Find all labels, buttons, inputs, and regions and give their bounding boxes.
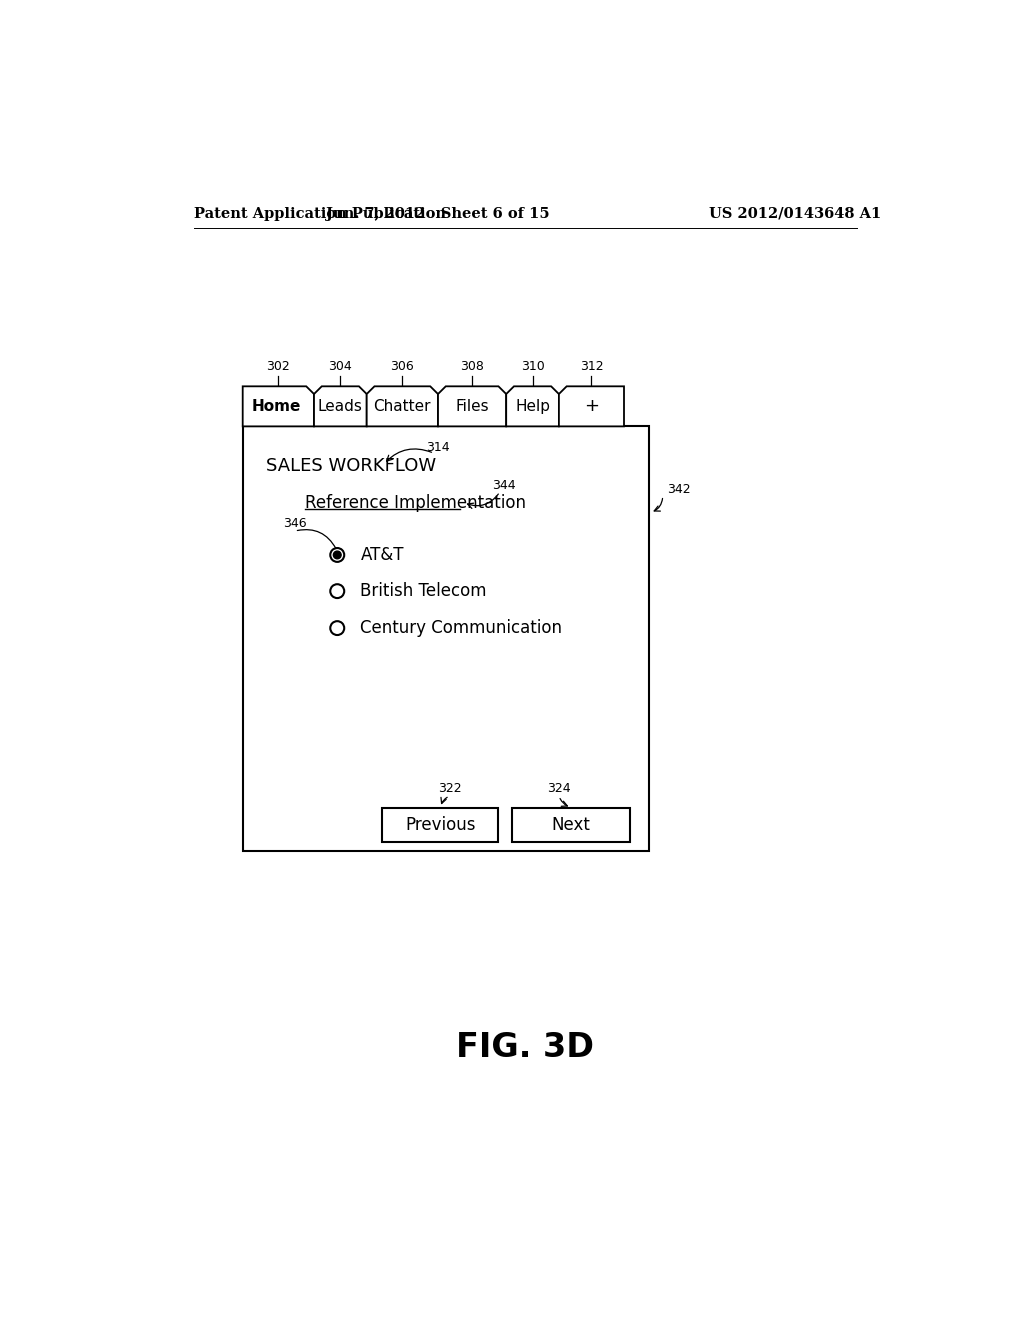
Polygon shape — [506, 387, 559, 426]
Text: 308: 308 — [460, 360, 484, 372]
Text: Help: Help — [515, 399, 550, 414]
Text: Reference Implementation: Reference Implementation — [305, 494, 525, 512]
Text: FIG. 3D: FIG. 3D — [456, 1031, 594, 1064]
Text: Next: Next — [552, 816, 591, 834]
Polygon shape — [314, 387, 367, 426]
Text: Files: Files — [456, 399, 488, 414]
Bar — [382, 808, 499, 842]
Text: SALES WORKFLOW: SALES WORKFLOW — [266, 458, 436, 475]
Text: British Telecom: British Telecom — [360, 582, 487, 601]
Text: US 2012/0143648 A1: US 2012/0143648 A1 — [710, 207, 882, 220]
Bar — [512, 808, 630, 842]
Text: Patent Application Publication: Patent Application Publication — [194, 207, 445, 220]
Text: AT&T: AT&T — [360, 546, 404, 564]
Text: 324: 324 — [547, 781, 570, 795]
Bar — [243, 426, 649, 851]
Text: 322: 322 — [438, 781, 462, 795]
Polygon shape — [367, 387, 438, 426]
Text: 344: 344 — [493, 479, 516, 492]
Text: Jun. 7, 2012   Sheet 6 of 15: Jun. 7, 2012 Sheet 6 of 15 — [327, 207, 550, 220]
Text: 312: 312 — [580, 360, 603, 372]
Text: 302: 302 — [266, 360, 290, 372]
Text: +: + — [584, 397, 599, 416]
Text: Century Communication: Century Communication — [360, 619, 562, 638]
Polygon shape — [243, 387, 314, 426]
Text: 314: 314 — [426, 441, 450, 454]
Text: 342: 342 — [667, 483, 690, 496]
Text: Home: Home — [251, 399, 301, 414]
Text: 306: 306 — [390, 360, 415, 372]
Circle shape — [334, 552, 341, 558]
Polygon shape — [559, 387, 624, 426]
Text: 310: 310 — [520, 360, 545, 372]
Text: 304: 304 — [329, 360, 352, 372]
Text: Chatter: Chatter — [374, 399, 431, 414]
Text: Previous: Previous — [406, 816, 475, 834]
Text: 346: 346 — [283, 517, 306, 529]
Polygon shape — [243, 387, 314, 426]
Text: Leads: Leads — [317, 399, 362, 414]
Polygon shape — [438, 387, 506, 426]
